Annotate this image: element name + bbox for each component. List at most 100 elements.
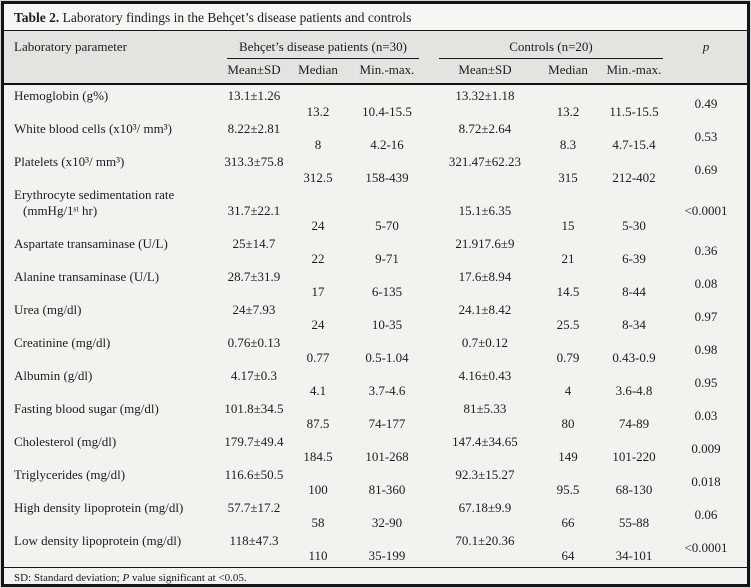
table-row: Triglycerides (mg/dl) 116.6±50.5 100 81-… xyxy=(12,466,739,499)
cell-behcet-median: 13.2 xyxy=(306,103,330,119)
parameter-name: Urea (mg/dl) xyxy=(14,301,82,317)
cell-behcet-median: 22 xyxy=(311,251,325,266)
cell-behcet-median: 58 xyxy=(311,515,325,530)
table-title-text: Laboratory findings in the Behçet’s dise… xyxy=(62,10,412,25)
cell-parameter: Creatinine (mg/dl) xyxy=(12,335,217,351)
cell-controls-mean-sd: 13.32±1.18 xyxy=(455,88,515,103)
cell-behcet-mean-sd: 28.7±31.9 xyxy=(227,268,281,284)
cell-controls-minmax: 6-39 xyxy=(622,251,646,266)
cell-p-value: 0.97 xyxy=(694,309,718,325)
cell-behcet-median: 184.5 xyxy=(303,449,333,464)
cell-p-value: 0.06 xyxy=(694,507,718,523)
cell-behcet-minmax: 35-199 xyxy=(368,548,406,563)
cell-controls-mean-sd: 4.16±0.43 xyxy=(458,367,512,383)
cell-behcet-median: 8 xyxy=(314,136,322,152)
cell-controls-median: 14.5 xyxy=(556,284,580,299)
cell-behcet-minmax: 4.2-16 xyxy=(370,136,404,152)
cell-controls-minmax: 11.5-15.5 xyxy=(609,103,659,119)
cell-behcet-mean-sd: 24±7.93 xyxy=(232,301,276,317)
cell-behcet-mean-sd: 25±14.7 xyxy=(232,235,276,251)
cell-controls-minmax: 8-34 xyxy=(622,317,646,332)
cell-controls-median: 15 xyxy=(561,218,575,233)
cell-controls-median: 66 xyxy=(561,515,575,530)
parameter-name: Alanine transaminase (U/L) xyxy=(14,268,160,284)
parameter-name: Creatinine (mg/dl) xyxy=(14,334,111,350)
cell-parameter: Triglycerides (mg/dl) xyxy=(12,467,217,483)
table-row: White blood cells (x10³/ mm³) 8.22±2.81 … xyxy=(12,120,739,153)
parameter-name: Triglycerides (mg/dl) xyxy=(14,466,126,482)
table-row: Cholesterol (mg/dl) 179.7±49.4 184.5 101… xyxy=(12,433,739,466)
cell-controls-median: 25.5 xyxy=(556,317,580,332)
subheader-controls-minmax: Min.-max. xyxy=(606,61,662,77)
cell-controls-mean-sd: 8.72±2.64 xyxy=(458,121,512,136)
cell-behcet-mean-sd: 116.6±50.5 xyxy=(224,466,284,482)
cell-behcet-minmax: 74-177 xyxy=(368,416,406,431)
cell-controls-median: 0.79 xyxy=(556,350,580,365)
cell-controls-mean-sd: 92.3±15.27 xyxy=(455,466,515,482)
cell-controls-mean-sd: 321.47±62.23 xyxy=(448,154,522,169)
cell-p-value: 0.98 xyxy=(694,342,718,358)
cell-behcet-minmax: 101-268 xyxy=(365,449,409,464)
cell-parameter: Erythrocyte sedimentation rate (mmHg/1ˢᵗ… xyxy=(12,187,217,218)
table-body: Hemoglobin (g%) 13.1±1.26 13.2 10.4-15.5… xyxy=(4,85,747,567)
cell-behcet-median: 110 xyxy=(308,548,328,563)
cell-controls-minmax: 101-220 xyxy=(612,449,656,464)
cell-behcet-mean-sd: 57.7±17.2 xyxy=(227,499,281,515)
cell-p-value: <0.0001 xyxy=(684,202,728,218)
parameter-name: Low density lipoprotein (mg/dl) xyxy=(14,532,182,548)
cell-behcet-minmax: 81-360 xyxy=(368,482,406,497)
cell-behcet-minmax: 5-70 xyxy=(375,218,399,233)
parameter-name: White blood cells (x10³/ mm³) xyxy=(14,121,172,136)
cell-behcet-median: 100 xyxy=(308,482,328,497)
table-number-label: Table 2. xyxy=(14,10,60,25)
cell-behcet-median: 24 xyxy=(311,317,325,332)
cell-behcet-minmax: 158-439 xyxy=(365,169,409,185)
cell-controls-minmax: 212-402 xyxy=(612,169,656,185)
table-row: Alanine transaminase (U/L) 28.7±31.9 17 … xyxy=(12,268,739,301)
cell-controls-mean-sd: 17.6±8.94 xyxy=(458,268,512,284)
column-group-behcet: Behçet’s disease patients (n=30) xyxy=(227,39,419,59)
table-footnote: SD: Standard deviation; P value signific… xyxy=(4,566,747,584)
subheader-behcet-median: Median xyxy=(298,61,338,77)
cell-controls-median: 13.2 xyxy=(556,103,580,119)
cell-behcet-mean-sd: 0.76±0.13 xyxy=(227,334,281,350)
cell-controls-mean-sd: 147.4±34.65 xyxy=(452,433,518,449)
cell-behcet-mean-sd: 118±47.3 xyxy=(229,532,279,548)
parameter-name: Hemoglobin (g%) xyxy=(14,88,109,103)
table-row: Creatinine (mg/dl) 0.76±0.13 0.77 0.5-1.… xyxy=(12,334,739,367)
cell-parameter: Alanine transaminase (U/L) xyxy=(12,269,217,285)
cell-controls-minmax: 55-88 xyxy=(618,515,650,530)
cell-behcet-median: 4.1 xyxy=(309,383,327,398)
cell-controls-median: 315 xyxy=(558,169,578,185)
table-row: Fasting blood sugar (mg/dl) 101.8±34.5 8… xyxy=(12,400,739,433)
cell-controls-mean-sd: 70.1±20.36 xyxy=(455,532,515,548)
footnote-text-2: value significant at <0.05. xyxy=(129,571,247,584)
cell-controls-minmax: 5-30 xyxy=(622,218,646,233)
cell-behcet-minmax: 9-71 xyxy=(375,251,399,266)
table-row: Urea (mg/dl) 24±7.93 24 10-35 24.1±8.42 … xyxy=(12,301,739,334)
cell-p-value: 0.08 xyxy=(694,276,718,292)
subheader-behcet-minmax: Min.-max. xyxy=(359,61,415,77)
cell-controls-mean-sd: 0.7±0.12 xyxy=(461,334,509,350)
subheader-controls-median: Median xyxy=(548,61,588,77)
cell-controls-mean-sd: 24.1±8.42 xyxy=(458,301,512,317)
cell-controls-median: 4 xyxy=(564,383,572,398)
cell-parameter: Cholesterol (mg/dl) xyxy=(12,434,217,450)
cell-behcet-median: 17 xyxy=(311,284,325,299)
cell-p-value: 0.03 xyxy=(694,408,718,424)
cell-p-value: <0.0001 xyxy=(684,540,728,556)
table-row: Albumin (g/dl) 4.17±0.3 4.1 3.7-4.6 4.16… xyxy=(12,367,739,400)
cell-controls-median: 95.5 xyxy=(556,482,580,497)
cell-parameter: Fasting blood sugar (mg/dl) xyxy=(12,401,217,417)
cell-controls-median: 80 xyxy=(561,416,575,431)
cell-parameter: High density lipoprotein (mg/dl) xyxy=(12,500,217,516)
cell-controls-median: 8.3 xyxy=(559,136,577,152)
parameter-name-line2: (mmHg/1ˢᵗ hr) xyxy=(23,202,98,218)
cell-behcet-median: 24 xyxy=(311,218,325,233)
cell-behcet-median: 312.5 xyxy=(303,169,333,185)
cell-behcet-mean-sd: 8.22±2.81 xyxy=(227,121,281,136)
cell-p-value: 0.018 xyxy=(691,474,721,490)
cell-p-value: 0.009 xyxy=(691,441,721,457)
cell-controls-mean-sd: 81±5.33 xyxy=(463,400,507,416)
